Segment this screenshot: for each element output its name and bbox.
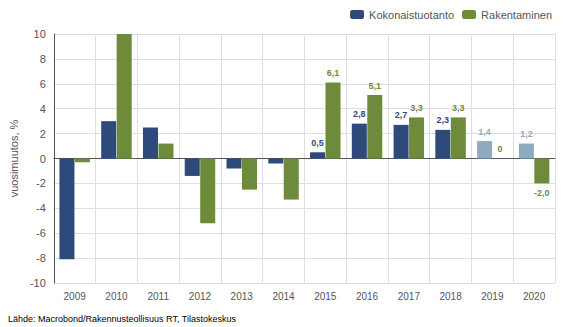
svg-text:2013: 2013 — [231, 291, 254, 302]
svg-text:-8: -8 — [36, 252, 46, 264]
svg-text:2,8: 2,8 — [353, 109, 366, 119]
svg-text:-2: -2 — [36, 177, 46, 189]
svg-text:2019: 2019 — [481, 291, 504, 302]
svg-text:-10: -10 — [30, 277, 46, 289]
svg-text:5,1: 5,1 — [369, 81, 382, 91]
svg-text:Lähde: Macrobond/Rakennusteoll: Lähde: Macrobond/Rakennusteollisuus RT, … — [8, 314, 236, 324]
svg-text:2009: 2009 — [64, 291, 87, 302]
svg-text:3,3: 3,3 — [410, 103, 423, 113]
svg-text:2011: 2011 — [147, 291, 169, 302]
svg-text:0,5: 0,5 — [311, 138, 324, 148]
svg-text:3,3: 3,3 — [452, 103, 465, 113]
svg-text:1,4: 1,4 — [478, 127, 491, 137]
svg-text:Kokonaistuotanto: Kokonaistuotanto — [369, 9, 454, 21]
svg-text:6,1: 6,1 — [327, 68, 340, 78]
svg-text:8: 8 — [40, 53, 46, 65]
svg-text:0: 0 — [498, 144, 503, 154]
svg-text:2010: 2010 — [105, 291, 128, 302]
svg-text:2012: 2012 — [189, 291, 212, 302]
svg-text:2,3: 2,3 — [437, 115, 450, 125]
svg-text:6: 6 — [40, 78, 46, 90]
svg-text:-4: -4 — [36, 202, 46, 214]
svg-text:2014: 2014 — [272, 291, 295, 302]
svg-text:4: 4 — [40, 103, 46, 115]
svg-text:2,7: 2,7 — [395, 110, 408, 120]
svg-text:2018: 2018 — [439, 291, 462, 302]
svg-text:2020: 2020 — [523, 291, 546, 302]
svg-text:1,2: 1,2 — [520, 129, 533, 139]
svg-text:vuosimuutos, %: vuosimuutos, % — [8, 119, 20, 197]
svg-text:Rakentaminen: Rakentaminen — [481, 9, 552, 21]
svg-text:0: 0 — [40, 153, 46, 165]
svg-text:2015: 2015 — [314, 291, 337, 302]
svg-text:2: 2 — [40, 128, 46, 140]
svg-text:2017: 2017 — [398, 291, 421, 302]
svg-text:-6: -6 — [36, 227, 46, 239]
svg-text:10: 10 — [34, 28, 46, 40]
svg-text:-2,0: -2,0 — [534, 188, 550, 198]
svg-text:2016: 2016 — [356, 291, 379, 302]
